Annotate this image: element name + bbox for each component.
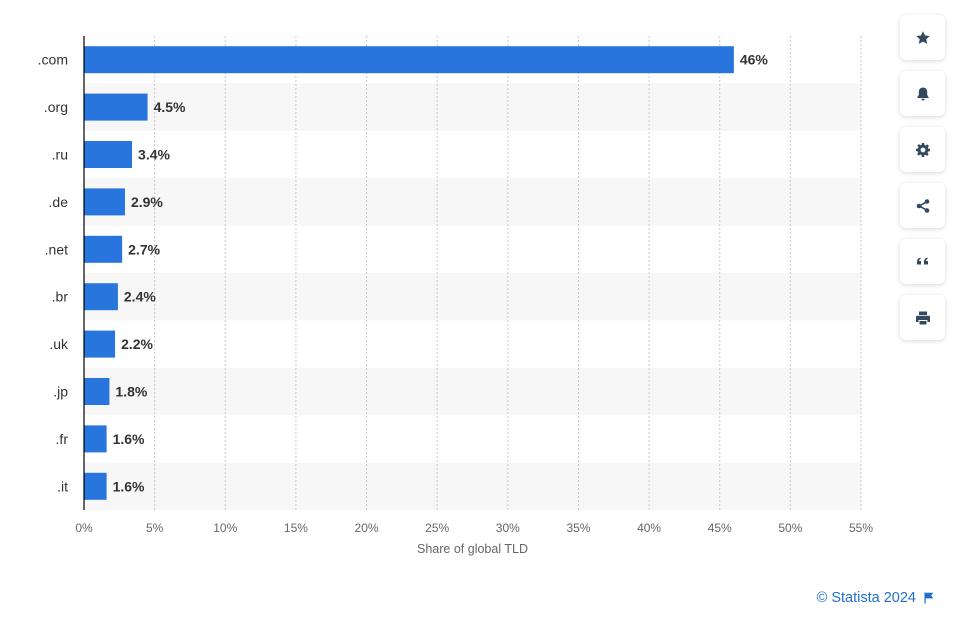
x-tick-label: 15% bbox=[284, 521, 308, 535]
value-label: 2.7% bbox=[128, 241, 160, 257]
x-tick-label: 10% bbox=[213, 521, 237, 535]
value-label: 3.4% bbox=[138, 147, 170, 163]
chart-area: 0% 5% 10% 15% 20% 25% 30% 35% 40% 45% 50% 55% .com 46… bbox=[38, 36, 873, 556]
settings-button[interactable] bbox=[900, 127, 945, 172]
bar-chart: 0% 5% 10% 15% 20% 25% 30% 35% 40% 45% 50% 55% .com 46… bbox=[38, 36, 873, 556]
x-tick-label: 5% bbox=[146, 521, 164, 535]
quote-icon bbox=[916, 257, 928, 264]
x-tick-label: 30% bbox=[496, 521, 520, 535]
category-label: .org bbox=[44, 99, 68, 115]
bar bbox=[84, 378, 110, 405]
notification-button[interactable] bbox=[900, 71, 945, 116]
x-tick-label: 25% bbox=[425, 521, 449, 535]
value-label: 2.2% bbox=[121, 336, 153, 352]
x-tick-label: 45% bbox=[708, 521, 732, 535]
category-label: .it bbox=[57, 478, 68, 494]
bar bbox=[84, 330, 116, 358]
cite-button[interactable] bbox=[900, 239, 945, 284]
x-tick-label: 55% bbox=[849, 521, 873, 535]
category-label: .com bbox=[38, 52, 68, 68]
bell-icon bbox=[916, 87, 929, 100]
row-band bbox=[84, 178, 861, 226]
row-band bbox=[84, 367, 861, 416]
bar bbox=[84, 283, 118, 311]
row-band bbox=[84, 83, 861, 131]
star-icon bbox=[915, 30, 930, 44]
favorite-button[interactable] bbox=[900, 15, 945, 60]
value-label: 1.8% bbox=[115, 384, 147, 400]
value-label: 1.6% bbox=[113, 478, 145, 494]
print-button[interactable] bbox=[900, 295, 945, 340]
row-band bbox=[84, 273, 861, 321]
category-label: .net bbox=[45, 241, 68, 257]
category-label: .fr bbox=[56, 431, 69, 447]
x-tick-label: 50% bbox=[778, 521, 802, 535]
bar bbox=[84, 188, 125, 216]
value-label: 2.4% bbox=[124, 289, 156, 305]
category-label: .ru bbox=[52, 147, 68, 163]
category-label: .de bbox=[49, 194, 69, 210]
bar bbox=[84, 235, 123, 263]
value-label: 1.6% bbox=[113, 431, 145, 447]
row-band bbox=[84, 462, 861, 510]
statista-credit[interactable]: © Statista 2024 bbox=[817, 590, 934, 606]
x-tick-label: 40% bbox=[637, 521, 661, 535]
bar bbox=[84, 46, 734, 74]
x-tick-label: 35% bbox=[566, 521, 590, 535]
credit-text[interactable]: © Statista 2024 bbox=[816, 590, 916, 606]
x-tick-label: 0% bbox=[75, 521, 93, 535]
category-label: .jp bbox=[53, 384, 68, 400]
bar bbox=[84, 425, 107, 453]
bar bbox=[84, 141, 133, 168]
gear-icon bbox=[915, 142, 930, 157]
printer-icon bbox=[915, 311, 930, 324]
share-icon bbox=[916, 198, 929, 213]
value-label: 4.5% bbox=[154, 99, 186, 115]
share-button[interactable] bbox=[900, 183, 945, 228]
bar bbox=[84, 93, 148, 121]
flag-icon[interactable] bbox=[924, 592, 934, 604]
category-label: .br bbox=[52, 289, 69, 305]
category-label: .uk bbox=[49, 336, 69, 352]
side-toolbar bbox=[900, 15, 947, 351]
bar bbox=[84, 472, 107, 500]
value-label: 46% bbox=[740, 52, 769, 68]
x-tick-label: 20% bbox=[355, 521, 379, 535]
x-axis-title: Share of global TLD bbox=[417, 542, 528, 556]
value-label: 2.9% bbox=[131, 194, 163, 210]
